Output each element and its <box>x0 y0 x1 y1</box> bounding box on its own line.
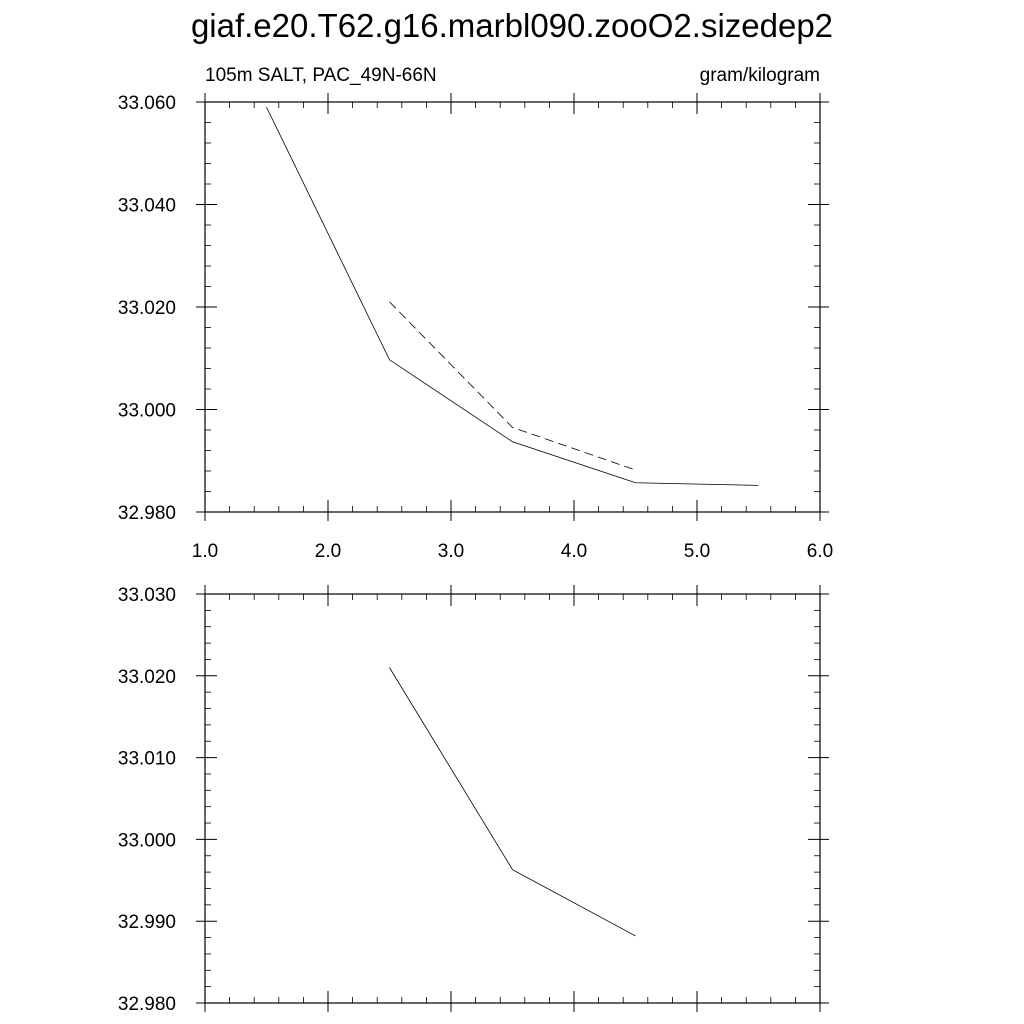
x-tick-label: 5.0 <box>684 541 710 562</box>
y-tick-label: 33.040 <box>118 196 176 217</box>
solid-series-line <box>266 106 759 486</box>
solid-series-line <box>389 667 636 937</box>
bottom-panel: 32.980 32.990 33.000 33.010 33.020 33.030 <box>118 585 829 1015</box>
panel-subtitle-units: gram/kilogram <box>699 65 820 86</box>
y-tick-label: 32.980 <box>118 994 176 1015</box>
y-tick-label: 33.020 <box>118 667 176 688</box>
y-tick-label: 33.000 <box>118 401 176 422</box>
y-tick-label: 33.030 <box>118 585 176 606</box>
y-tick-label: 33.010 <box>118 749 176 770</box>
top-panel: 1.0 2.0 3.0 4.0 5.0 6.0 32.980 33.000 33.020 33.0… <box>118 93 833 562</box>
x-tick-label: 1.0 <box>192 541 218 562</box>
y-tick-label: 33.020 <box>118 298 176 319</box>
x-tick-label: 3.0 <box>438 541 464 562</box>
y-tick-label: 32.980 <box>118 503 176 524</box>
dashed-series-line <box>389 301 636 471</box>
x-tick-label: 2.0 <box>315 541 341 562</box>
plot-frame <box>204 101 821 513</box>
chart-title: giaf.e20.T62.g16.marbl090.zooO2.sizedep2 <box>190 7 834 44</box>
y-tick-label: 33.000 <box>118 830 176 851</box>
panel-subtitle-variable: 105m SALT, PAC_49N-66N <box>205 65 437 86</box>
plot-frame <box>204 593 821 1004</box>
x-tick-label: 6.0 <box>807 541 833 562</box>
y-tick-label: 32.990 <box>118 912 176 933</box>
x-tick-label: 4.0 <box>561 541 587 562</box>
y-tick-label: 33.060 <box>118 93 176 114</box>
